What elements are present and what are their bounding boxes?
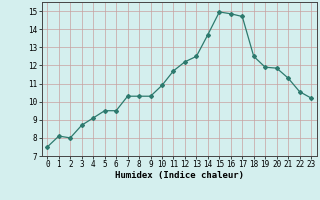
X-axis label: Humidex (Indice chaleur): Humidex (Indice chaleur) (115, 171, 244, 180)
